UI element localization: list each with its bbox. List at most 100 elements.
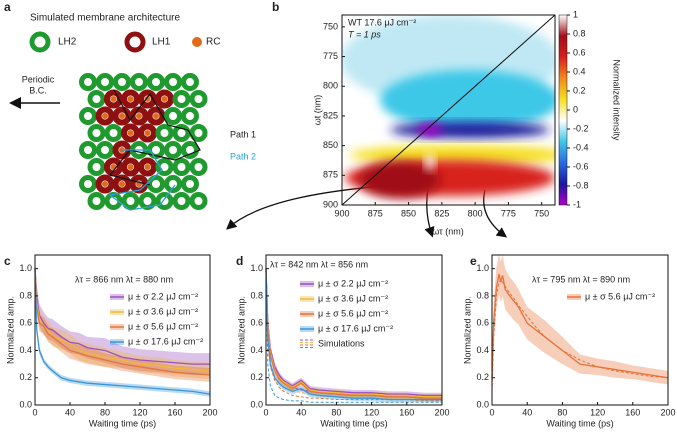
- x-tick-label: 750: [534, 208, 549, 218]
- plot-frame: [491, 254, 669, 406]
- legend-label: Simulations: [318, 338, 365, 348]
- ring: [189, 90, 208, 108]
- ring: [96, 141, 114, 159]
- ring: [138, 192, 157, 210]
- y-tick-label: 0.0: [19, 399, 32, 409]
- rc: [110, 164, 117, 170]
- colorbar-tick-label: 0.4: [573, 66, 586, 76]
- legend-label: LH2: [58, 37, 77, 48]
- boundary-label: B.C.: [29, 85, 47, 95]
- ring: [164, 175, 182, 193]
- y-axis-label: Normalized amp.: [236, 296, 246, 364]
- contour-fill: [390, 122, 550, 138]
- legend-ring: [124, 31, 146, 53]
- rc: [110, 96, 117, 102]
- y-tick-label: 825: [323, 110, 338, 120]
- error-band: [266, 265, 442, 403]
- y-tick-label: 0.6: [19, 318, 32, 328]
- ring: [96, 73, 114, 91]
- colorbar-tick-label: 0.8: [573, 28, 586, 38]
- ring: [164, 107, 182, 125]
- y-tick-label: 0.8: [19, 290, 32, 300]
- y-tick-label: 0.8: [250, 290, 263, 300]
- x-tick-label: 160: [399, 407, 414, 417]
- diagonal: [341, 14, 556, 206]
- x-tick-label: 825: [434, 208, 449, 218]
- ring: [87, 90, 106, 108]
- y-tick-label: 0.4: [19, 345, 32, 355]
- ring: [121, 192, 140, 210]
- annotation: λτ = 866 nm λt = 880 nm: [75, 274, 173, 284]
- ring: [155, 124, 174, 142]
- legend-label: LH1: [152, 37, 171, 48]
- membrane-diagram: Simulated membrane architecture LH2 LH1 …: [9, 13, 256, 211]
- legend-label: μ ± σ 5.6 μJ cm⁻²: [318, 308, 388, 318]
- simulation-line: [265, 268, 442, 403]
- y-tick-label: 0.2: [19, 372, 32, 382]
- y-tick-label: 0.6: [476, 318, 489, 328]
- y-tick-label: 875: [323, 170, 338, 180]
- colorbar-tick-label: 0.6: [573, 47, 586, 57]
- y-axis-label: ωt (nm): [312, 95, 322, 126]
- x-axis-label: Waiting time (ps): [320, 418, 387, 428]
- colorbar-tick-label: -1: [573, 199, 581, 209]
- ring: [79, 73, 97, 91]
- plot-frame: [34, 254, 211, 406]
- fit-line: [491, 278, 669, 392]
- series-line: [491, 273, 669, 379]
- legend-label: μ ± σ 17.6 μJ cm⁻²: [318, 323, 393, 333]
- annotation: λτ = 795 nm λt = 890 nm: [532, 274, 630, 284]
- legend-label: μ ± σ 2.2 μJ cm⁻²: [318, 278, 388, 288]
- y-tick-label: 0.6: [250, 318, 263, 328]
- ring: [189, 124, 208, 142]
- contour-fill: [350, 145, 555, 165]
- x-tick-label: 875: [368, 208, 383, 218]
- ring: [130, 73, 148, 91]
- x-tick-label: 120: [590, 407, 605, 417]
- y-tick-label: 0.0: [476, 399, 489, 409]
- x-tick-label: 80: [331, 407, 341, 417]
- rc: [144, 130, 151, 136]
- path-2: [108, 149, 176, 211]
- x-tick-label: 200: [202, 407, 217, 417]
- x-axis-label: Waiting time (ps): [89, 418, 156, 428]
- ring: [189, 192, 208, 210]
- y-tick-label: 1.0: [19, 263, 32, 273]
- x-axis-label: Waiting time (ps): [546, 418, 613, 428]
- y-tick-label: 775: [323, 51, 338, 61]
- rc: [119, 113, 125, 119]
- panel-label: b: [272, 0, 279, 14]
- x-tick-label: 775: [501, 208, 516, 218]
- ring: [147, 175, 165, 193]
- ring: [172, 90, 191, 108]
- contour-field: [342, 15, 555, 198]
- series-line: [265, 268, 442, 401]
- ring: [172, 192, 191, 210]
- legend-label: μ ± σ 2.2 μJ cm⁻²: [128, 291, 198, 301]
- y-tick-label: 0.2: [250, 372, 263, 382]
- legend-dot: [192, 37, 202, 47]
- rc: [127, 130, 134, 136]
- series-line: [34, 268, 211, 395]
- y-axis-label: Normalized amp.: [5, 296, 15, 364]
- panel-label: a: [4, 0, 11, 14]
- plot-frame: [265, 254, 443, 406]
- y-tick-label: 0.4: [476, 345, 489, 355]
- rc: [102, 113, 108, 119]
- series-line: [34, 268, 211, 376]
- x-tick-label: 80: [557, 407, 567, 417]
- rc: [161, 96, 168, 102]
- contour-fill: [425, 154, 435, 170]
- y-tick-label: 850: [323, 140, 338, 150]
- ring: [79, 107, 97, 125]
- colorbar: [558, 14, 568, 206]
- series-line: [265, 268, 442, 399]
- annotation: WT 17.6 μJ cm⁻²: [348, 17, 416, 27]
- legend-ring: [29, 31, 51, 53]
- ring: [87, 158, 106, 176]
- y-tick-label: 0.2: [476, 372, 489, 382]
- ring: [87, 124, 106, 142]
- colorbar-tick-label: 0.2: [573, 85, 586, 95]
- diagram-title: Simulated membrane architecture: [30, 13, 181, 24]
